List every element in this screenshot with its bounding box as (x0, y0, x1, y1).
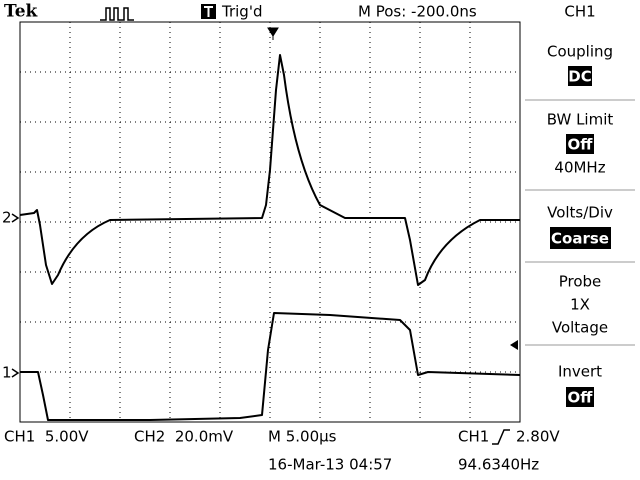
menu-detail: 40MHz (554, 159, 605, 177)
trigger-source: CH1 (458, 428, 489, 446)
menu-label: Invert (558, 363, 602, 381)
trigger-icon-t (204, 6, 213, 17)
ch1-waveform (20, 312, 521, 421)
ch2-waveform (19, 54, 520, 286)
menu-value[interactable]: Off (568, 136, 594, 154)
menu-value-box (550, 227, 611, 249)
trigger-level: 2.80V (516, 428, 560, 446)
acquisition-icon (100, 7, 134, 21)
brand: Tek (4, 2, 39, 22)
trigger-position-marker (267, 27, 279, 40)
menu-value-box (568, 66, 592, 86)
menu-value[interactable]: 1X (570, 296, 590, 314)
ch1-marker-arrow (11, 368, 20, 378)
ch2-marker: 2 (2, 209, 12, 227)
graticule (20, 22, 520, 422)
menu-value[interactable]: DC (568, 68, 591, 86)
graticule-frame (19, 21, 521, 423)
trigger-status: Trig'd (221, 3, 262, 21)
ch1-marker: 1 (2, 364, 12, 382)
ch2-scale: CH2 20.0mV (134, 428, 234, 446)
trigger-slope-icon (492, 429, 510, 445)
menu-label: Coupling (547, 43, 613, 61)
menu-label: Probe (559, 273, 602, 291)
horizontal-position: M Pos: -200.0ns (358, 3, 477, 21)
menu-title: CH1 (564, 3, 595, 21)
menu-value[interactable]: Coarse (551, 230, 609, 248)
timebase: M 5.00µs (268, 428, 337, 446)
ch2-marker-arrow (11, 213, 20, 223)
menu-value[interactable]: Off (568, 389, 594, 407)
menu-value-box (566, 387, 594, 407)
frequency: 94.6340Hz (458, 456, 539, 474)
menu-label: BW Limit (547, 111, 614, 129)
menu-value-box (566, 134, 594, 154)
menu-detail: Voltage (552, 319, 608, 337)
menu-label: Volts/Div (547, 204, 613, 222)
ch1-scale: CH1 5.00V (4, 428, 89, 446)
trigger-level-marker (510, 340, 518, 350)
date-time: 16-Mar-13 04:57 (268, 456, 392, 474)
